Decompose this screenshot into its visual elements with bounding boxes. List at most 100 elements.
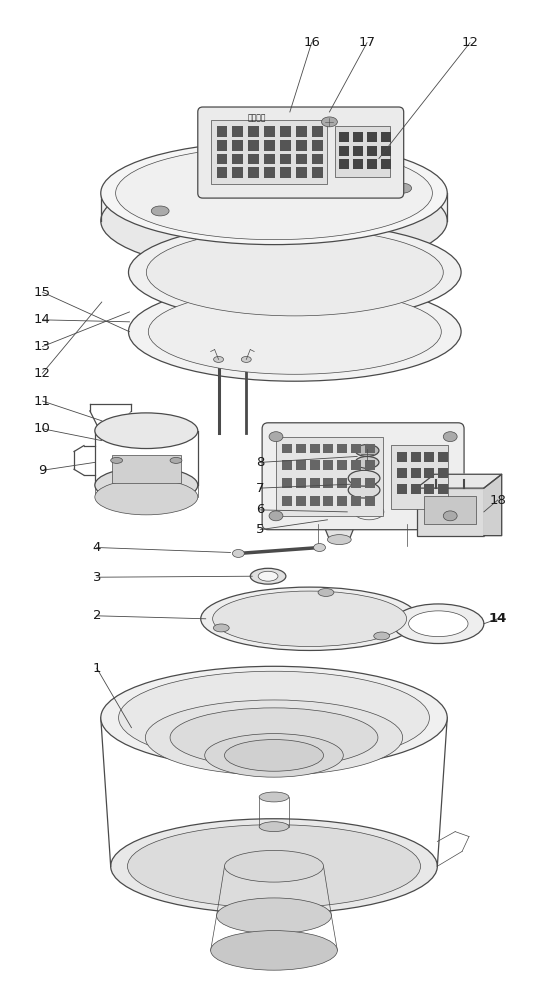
Ellipse shape: [393, 604, 484, 644]
Bar: [282, 460, 292, 470]
Bar: [337, 460, 348, 470]
FancyBboxPatch shape: [262, 423, 464, 530]
Ellipse shape: [225, 850, 323, 882]
Ellipse shape: [148, 289, 441, 374]
Polygon shape: [101, 193, 447, 221]
Ellipse shape: [145, 700, 402, 775]
Bar: [310, 478, 320, 488]
Bar: [310, 444, 320, 453]
Bar: [248, 126, 259, 137]
Text: 6: 6: [256, 503, 264, 516]
Ellipse shape: [217, 898, 332, 934]
Bar: [232, 167, 243, 178]
Bar: [280, 167, 291, 178]
Bar: [381, 146, 391, 156]
Bar: [111, 455, 181, 483]
Bar: [217, 140, 227, 151]
Bar: [365, 444, 375, 453]
Bar: [296, 154, 307, 164]
Bar: [276, 437, 383, 516]
Ellipse shape: [111, 819, 438, 914]
Ellipse shape: [128, 223, 461, 322]
Text: 12: 12: [34, 367, 51, 380]
Bar: [351, 496, 361, 506]
Ellipse shape: [258, 571, 278, 581]
Text: 11: 11: [34, 395, 51, 408]
Bar: [339, 146, 349, 156]
Text: 5: 5: [256, 523, 265, 536]
Ellipse shape: [211, 931, 337, 970]
Bar: [391, 445, 448, 509]
Ellipse shape: [225, 740, 323, 771]
Bar: [411, 468, 421, 478]
Ellipse shape: [354, 504, 384, 520]
Ellipse shape: [128, 282, 461, 381]
Ellipse shape: [443, 511, 457, 521]
Ellipse shape: [101, 142, 447, 245]
Bar: [411, 452, 421, 462]
Ellipse shape: [152, 206, 169, 216]
Ellipse shape: [343, 498, 395, 526]
Text: 10: 10: [34, 422, 51, 435]
Bar: [365, 478, 375, 488]
Bar: [337, 478, 348, 488]
Ellipse shape: [232, 549, 244, 557]
Bar: [217, 167, 227, 178]
Bar: [280, 126, 291, 137]
Text: 流量显示: 流量显示: [248, 113, 266, 122]
Ellipse shape: [374, 632, 390, 640]
Bar: [282, 496, 292, 506]
Bar: [353, 159, 363, 169]
Bar: [337, 444, 348, 453]
Bar: [296, 126, 307, 137]
Ellipse shape: [205, 734, 343, 777]
Bar: [312, 140, 322, 151]
Bar: [211, 120, 327, 184]
Bar: [282, 444, 292, 453]
Bar: [367, 159, 377, 169]
Bar: [323, 444, 333, 453]
Ellipse shape: [313, 544, 326, 551]
Bar: [335, 126, 390, 177]
Text: 15: 15: [34, 286, 51, 299]
Bar: [351, 478, 361, 488]
Bar: [264, 126, 275, 137]
Bar: [353, 132, 363, 142]
Bar: [367, 132, 377, 142]
Bar: [296, 167, 307, 178]
Bar: [264, 154, 275, 164]
Ellipse shape: [348, 482, 380, 498]
Ellipse shape: [95, 479, 198, 515]
Polygon shape: [484, 474, 502, 536]
Bar: [232, 126, 243, 137]
Bar: [367, 146, 377, 156]
Bar: [323, 478, 333, 488]
Ellipse shape: [327, 535, 351, 545]
Bar: [296, 140, 307, 151]
Bar: [424, 452, 434, 462]
Bar: [365, 460, 375, 470]
Bar: [310, 460, 320, 470]
Bar: [312, 126, 322, 137]
Ellipse shape: [170, 457, 182, 463]
Bar: [280, 154, 291, 164]
Text: 2: 2: [93, 609, 101, 622]
Text: 14: 14: [34, 313, 51, 326]
Ellipse shape: [212, 591, 407, 647]
Ellipse shape: [259, 792, 289, 802]
Text: 17: 17: [358, 36, 376, 49]
Bar: [217, 154, 227, 164]
Bar: [411, 484, 421, 494]
Ellipse shape: [101, 169, 447, 272]
Bar: [248, 167, 259, 178]
Bar: [264, 140, 275, 151]
Bar: [381, 159, 391, 169]
Bar: [424, 484, 434, 494]
Text: 16: 16: [303, 36, 320, 49]
Ellipse shape: [322, 117, 337, 127]
Bar: [282, 478, 292, 488]
Bar: [339, 132, 349, 142]
Text: 1: 1: [93, 662, 101, 675]
Bar: [397, 484, 407, 494]
Bar: [351, 444, 361, 453]
